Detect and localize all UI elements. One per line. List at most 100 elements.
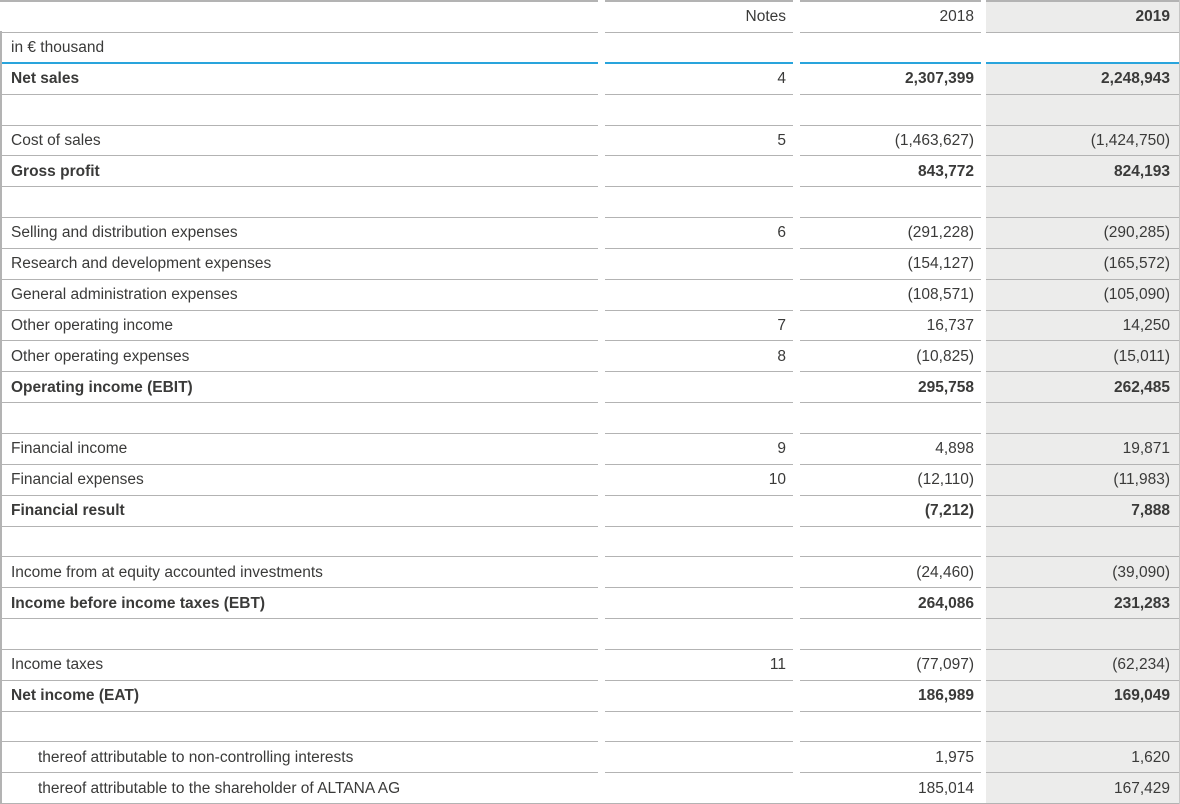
column-gutter bbox=[793, 249, 800, 280]
row-label bbox=[0, 403, 598, 434]
row-value-2018: (1,463,627) bbox=[800, 126, 981, 157]
row-value-2018: (10,825) bbox=[800, 341, 981, 372]
column-gutter bbox=[793, 372, 800, 403]
table-row: Income before income taxes (EBT) 264,086… bbox=[0, 588, 1180, 619]
unit-row: in € thousand bbox=[0, 33, 1180, 64]
row-notes: 6 bbox=[605, 218, 793, 249]
row-notes bbox=[605, 712, 793, 743]
column-gutter bbox=[793, 650, 800, 681]
table-row: Operating income (EBIT) 295,758 262,485 bbox=[0, 372, 1180, 403]
column-gutter bbox=[598, 650, 605, 681]
column-gutter bbox=[598, 249, 605, 280]
row-value-2018: 16,737 bbox=[800, 311, 981, 342]
row-value-2019: (105,090) bbox=[986, 280, 1180, 311]
row-notes bbox=[605, 280, 793, 311]
column-gutter bbox=[793, 712, 800, 743]
table-row: Financial income 9 4,898 19,871 bbox=[0, 434, 1180, 465]
column-gutter bbox=[793, 588, 800, 619]
column-gutter bbox=[598, 311, 605, 342]
row-value-2019: 1,620 bbox=[986, 742, 1180, 773]
row-value-2018: (77,097) bbox=[800, 650, 981, 681]
row-notes bbox=[605, 527, 793, 558]
row-label: Financial income bbox=[0, 434, 598, 465]
column-gutter bbox=[598, 619, 605, 650]
column-gutter bbox=[793, 434, 800, 465]
table-row bbox=[0, 527, 1180, 558]
column-gutter bbox=[793, 311, 800, 342]
column-gutter bbox=[793, 187, 800, 218]
table-row: Financial result (7,212) 7,888 bbox=[0, 496, 1180, 527]
column-gutter bbox=[598, 434, 605, 465]
row-label: Income taxes bbox=[0, 650, 598, 681]
row-value-2018: 185,014 bbox=[800, 773, 981, 804]
row-label: Cost of sales bbox=[0, 126, 598, 157]
column-gutter bbox=[598, 126, 605, 157]
row-value-2018 bbox=[800, 95, 981, 126]
row-value-2018: (7,212) bbox=[800, 496, 981, 527]
table-row bbox=[0, 95, 1180, 126]
unit-2018-cell bbox=[800, 33, 981, 64]
column-gutter bbox=[793, 33, 800, 64]
row-label bbox=[0, 527, 598, 558]
row-label: Operating income (EBIT) bbox=[0, 372, 598, 403]
unit-label: in € thousand bbox=[0, 33, 598, 64]
row-notes bbox=[605, 557, 793, 588]
table-row: Income taxes 11 (77,097) (62,234) bbox=[0, 650, 1180, 681]
row-value-2019: 231,283 bbox=[986, 588, 1180, 619]
column-gutter bbox=[598, 403, 605, 434]
column-gutter bbox=[793, 64, 800, 95]
table-row: Income from at equity accounted investme… bbox=[0, 557, 1180, 588]
table-row bbox=[0, 403, 1180, 434]
row-value-2019 bbox=[986, 619, 1180, 650]
row-label: Income before income taxes (EBT) bbox=[0, 588, 598, 619]
column-gutter bbox=[793, 527, 800, 558]
column-gutter bbox=[793, 465, 800, 496]
row-notes bbox=[605, 249, 793, 280]
row-value-2019: (290,285) bbox=[986, 218, 1180, 249]
column-gutter bbox=[598, 95, 605, 126]
table-row: thereof attributable to the shareholder … bbox=[0, 773, 1180, 804]
row-label: thereof attributable to non-controlling … bbox=[0, 742, 598, 773]
table-row: Cost of sales 5 (1,463,627) (1,424,750) bbox=[0, 126, 1180, 157]
row-value-2019: 14,250 bbox=[986, 311, 1180, 342]
row-value-2018: 264,086 bbox=[800, 588, 981, 619]
column-gutter bbox=[793, 341, 800, 372]
row-value-2019: (165,572) bbox=[986, 249, 1180, 280]
column-gutter bbox=[598, 557, 605, 588]
row-notes: 10 bbox=[605, 465, 793, 496]
row-value-2018: 295,758 bbox=[800, 372, 981, 403]
column-gutter bbox=[598, 341, 605, 372]
row-label: Net income (EAT) bbox=[0, 681, 598, 712]
column-gutter bbox=[793, 619, 800, 650]
row-value-2018 bbox=[800, 403, 981, 434]
table-row: Research and development expenses (154,1… bbox=[0, 249, 1180, 280]
row-value-2018: (108,571) bbox=[800, 280, 981, 311]
row-value-2019 bbox=[986, 527, 1180, 558]
row-notes bbox=[605, 742, 793, 773]
column-gutter bbox=[598, 187, 605, 218]
column-gutter bbox=[598, 527, 605, 558]
table-row: Net sales 4 2,307,399 2,248,943 bbox=[0, 64, 1180, 95]
row-notes: 5 bbox=[605, 126, 793, 157]
table-row: Selling and distribution expenses 6 (291… bbox=[0, 218, 1180, 249]
table-row bbox=[0, 187, 1180, 218]
unit-2019-cell bbox=[986, 33, 1180, 64]
row-notes: 8 bbox=[605, 341, 793, 372]
header-2018: 2018 bbox=[800, 0, 981, 33]
header-2019: 2019 bbox=[986, 0, 1180, 33]
row-label: Other operating income bbox=[0, 311, 598, 342]
table-row: Net income (EAT) 186,989 169,049 bbox=[0, 681, 1180, 712]
column-gutter bbox=[598, 372, 605, 403]
unit-notes-cell bbox=[605, 33, 793, 64]
table-header-row: Notes 2018 2019 bbox=[0, 0, 1180, 33]
row-value-2019: (11,983) bbox=[986, 465, 1180, 496]
row-value-2018 bbox=[800, 619, 981, 650]
row-value-2018 bbox=[800, 187, 981, 218]
row-label: Research and development expenses bbox=[0, 249, 598, 280]
row-notes bbox=[605, 187, 793, 218]
row-notes bbox=[605, 403, 793, 434]
column-gutter bbox=[793, 681, 800, 712]
row-label: thereof attributable to the shareholder … bbox=[0, 773, 598, 804]
row-notes: 4 bbox=[605, 64, 793, 95]
row-label: General administration expenses bbox=[0, 280, 598, 311]
